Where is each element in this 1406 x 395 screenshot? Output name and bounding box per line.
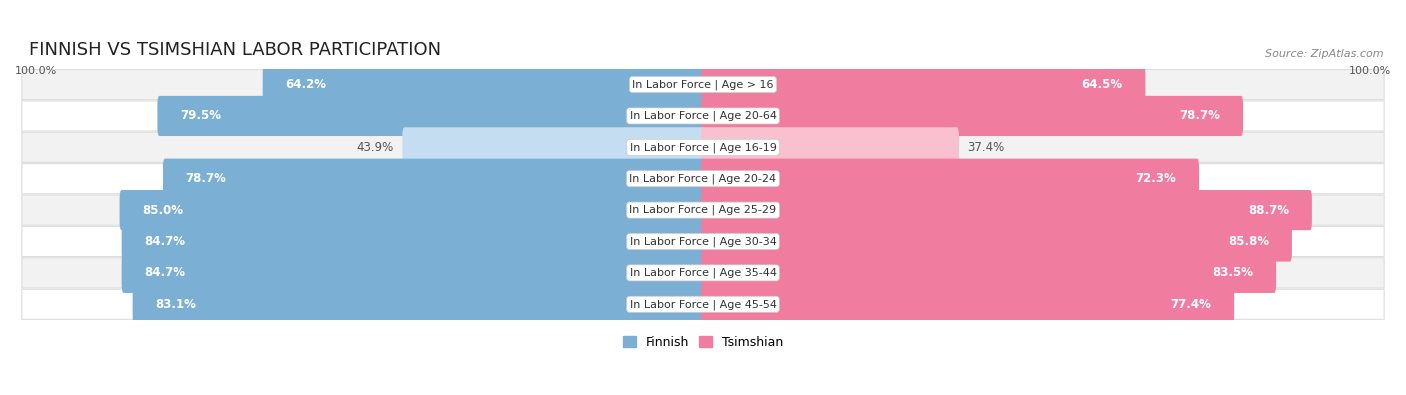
Text: In Labor Force | Age 45-54: In Labor Force | Age 45-54 bbox=[630, 299, 776, 310]
FancyBboxPatch shape bbox=[120, 190, 704, 230]
Text: 64.2%: 64.2% bbox=[285, 78, 326, 91]
Text: 78.7%: 78.7% bbox=[1180, 109, 1220, 122]
Text: 85.8%: 85.8% bbox=[1227, 235, 1270, 248]
FancyBboxPatch shape bbox=[163, 159, 704, 199]
Text: 43.9%: 43.9% bbox=[357, 141, 394, 154]
Text: In Labor Force | Age 16-19: In Labor Force | Age 16-19 bbox=[630, 142, 776, 152]
FancyBboxPatch shape bbox=[22, 132, 1384, 162]
Text: 84.7%: 84.7% bbox=[145, 266, 186, 279]
Text: 72.3%: 72.3% bbox=[1136, 172, 1177, 185]
FancyBboxPatch shape bbox=[122, 253, 704, 293]
Text: 77.4%: 77.4% bbox=[1171, 298, 1212, 311]
Text: 100.0%: 100.0% bbox=[1348, 66, 1391, 76]
FancyBboxPatch shape bbox=[702, 284, 1234, 324]
FancyBboxPatch shape bbox=[22, 164, 1384, 194]
Text: 85.0%: 85.0% bbox=[142, 203, 183, 216]
FancyBboxPatch shape bbox=[22, 195, 1384, 225]
FancyBboxPatch shape bbox=[22, 70, 1384, 100]
FancyBboxPatch shape bbox=[702, 190, 1312, 230]
Text: 78.7%: 78.7% bbox=[186, 172, 226, 185]
Text: In Labor Force | Age 35-44: In Labor Force | Age 35-44 bbox=[630, 268, 776, 278]
FancyBboxPatch shape bbox=[702, 159, 1199, 199]
Text: In Labor Force | Age 25-29: In Labor Force | Age 25-29 bbox=[630, 205, 776, 215]
Text: 84.7%: 84.7% bbox=[145, 235, 186, 248]
Text: In Labor Force | Age > 16: In Labor Force | Age > 16 bbox=[633, 79, 773, 90]
Text: In Labor Force | Age 20-64: In Labor Force | Age 20-64 bbox=[630, 111, 776, 121]
FancyBboxPatch shape bbox=[157, 96, 704, 136]
FancyBboxPatch shape bbox=[22, 101, 1384, 131]
FancyBboxPatch shape bbox=[702, 96, 1243, 136]
Text: 88.7%: 88.7% bbox=[1249, 203, 1289, 216]
Text: 37.4%: 37.4% bbox=[967, 141, 1004, 154]
FancyBboxPatch shape bbox=[22, 289, 1384, 319]
Text: 79.5%: 79.5% bbox=[180, 109, 221, 122]
FancyBboxPatch shape bbox=[22, 226, 1384, 257]
FancyBboxPatch shape bbox=[702, 127, 959, 167]
Text: 100.0%: 100.0% bbox=[15, 66, 58, 76]
Text: 64.5%: 64.5% bbox=[1081, 78, 1122, 91]
Text: 83.1%: 83.1% bbox=[155, 298, 197, 311]
FancyBboxPatch shape bbox=[402, 127, 704, 167]
Text: 83.5%: 83.5% bbox=[1212, 266, 1253, 279]
Text: Source: ZipAtlas.com: Source: ZipAtlas.com bbox=[1265, 49, 1384, 59]
Text: In Labor Force | Age 20-24: In Labor Force | Age 20-24 bbox=[630, 173, 776, 184]
FancyBboxPatch shape bbox=[702, 222, 1292, 261]
Text: In Labor Force | Age 30-34: In Labor Force | Age 30-34 bbox=[630, 236, 776, 247]
FancyBboxPatch shape bbox=[122, 222, 704, 261]
FancyBboxPatch shape bbox=[22, 258, 1384, 288]
FancyBboxPatch shape bbox=[702, 253, 1277, 293]
Legend: Finnish, Tsimshian: Finnish, Tsimshian bbox=[623, 336, 783, 349]
Text: FINNISH VS TSIMSHIAN LABOR PARTICIPATION: FINNISH VS TSIMSHIAN LABOR PARTICIPATION bbox=[28, 41, 441, 59]
FancyBboxPatch shape bbox=[702, 64, 1146, 105]
FancyBboxPatch shape bbox=[132, 284, 704, 324]
FancyBboxPatch shape bbox=[263, 64, 704, 105]
